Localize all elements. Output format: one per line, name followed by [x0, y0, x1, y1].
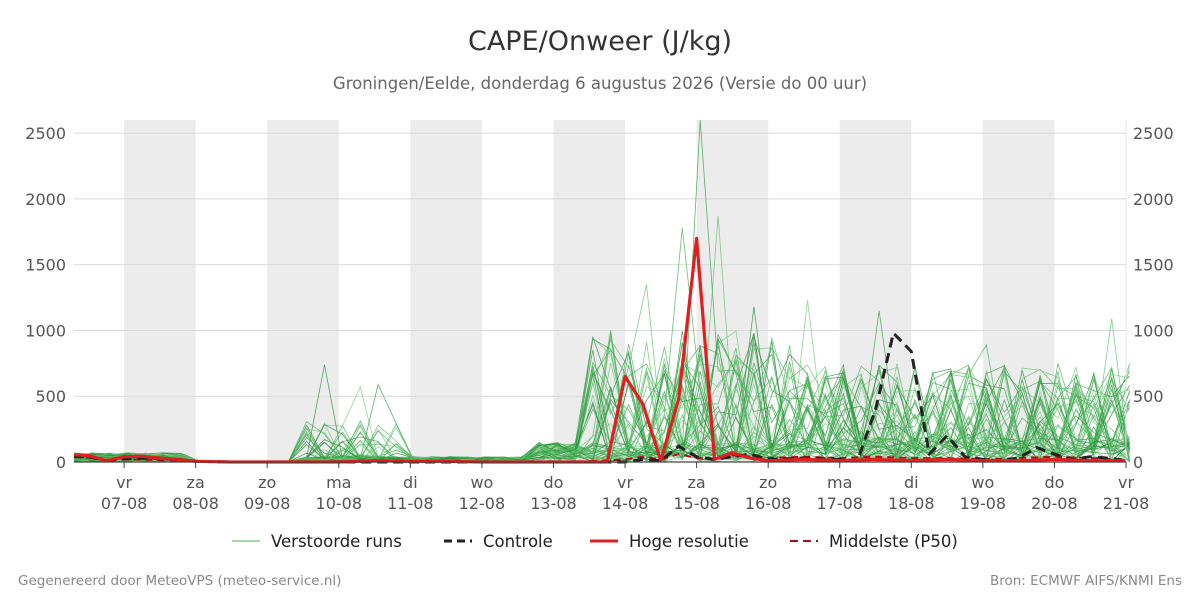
x-tick-date: 07-08 [101, 494, 148, 513]
x-tick-weekday: wo [971, 473, 994, 492]
y-tick-label-right: 2500 [1133, 124, 1174, 143]
x-tick-date: 18-08 [888, 494, 935, 513]
x-tick-date: 14-08 [602, 494, 649, 513]
x-tick-date: 10-08 [316, 494, 363, 513]
x-tick-weekday: do [544, 473, 564, 492]
x-tick-date: 08-08 [172, 494, 219, 513]
x-tick-weekday: zo [759, 473, 777, 492]
x-tick-weekday: di [904, 473, 919, 492]
y-tick-label-right: 500 [1133, 387, 1164, 406]
y-tick-label-left: 1000 [25, 321, 66, 340]
legend-label: Verstoorde runs [271, 532, 402, 551]
chart-subtitle: Groningen/Eelde, donderdag 6 augustus 20… [333, 74, 867, 93]
weekend-bands [124, 120, 1055, 462]
x-tick-weekday: za [688, 473, 706, 492]
y-tick-label-right: 1500 [1133, 256, 1174, 275]
weekend-band [124, 120, 196, 462]
y-tick-label-left: 1500 [25, 256, 66, 275]
x-tick-date: 11-08 [387, 494, 434, 513]
x-tick-weekday: wo [470, 473, 493, 492]
x-tick-date: 09-08 [244, 494, 291, 513]
weekend-band [410, 120, 482, 462]
x-tick-weekday: ma [827, 473, 852, 492]
x-tick-date: 15-08 [673, 494, 720, 513]
x-tick-date: 19-08 [960, 494, 1007, 513]
legend-label: Controle [483, 532, 553, 551]
legend-label: Middelste (P50) [829, 532, 958, 551]
chart-title: CAPE/Onweer (J/kg) [468, 26, 732, 57]
legend: Verstoorde runs Controle Hoge resolutie Mid… [232, 532, 958, 551]
x-tick-date: 12-08 [459, 494, 506, 513]
y-tick-label-left: 0 [56, 453, 66, 472]
x-tick-weekday: vr [116, 473, 132, 492]
footer-generated-by: Gegenereerd door MeteoVPS (meteo-service… [18, 573, 341, 589]
y-tick-label-left: 500 [35, 387, 66, 406]
x-tick-weekday: do [1044, 473, 1064, 492]
y-tick-label-left: 2500 [25, 124, 66, 143]
x-tick-date: 17-08 [816, 494, 863, 513]
axes: 0 0 500 500 1000 1000 1500 1500 2000 2000 2500 2500… [25, 120, 1174, 513]
x-tick-weekday: za [187, 473, 205, 492]
x-tick-date: 20-08 [1031, 494, 1078, 513]
x-tick-weekday: ma [326, 473, 351, 492]
y-tick-label-right: 2000 [1133, 190, 1174, 209]
weekend-band [553, 120, 626, 462]
x-tick-weekday: di [403, 473, 418, 492]
x-tick-weekday: vr [617, 473, 633, 492]
x-tick-weekday: zo [258, 473, 276, 492]
x-tick-date: 21-08 [1103, 494, 1150, 513]
legend-label: Hoge resolutie [629, 532, 749, 551]
y-tick-label-right: 1000 [1133, 321, 1174, 340]
x-tick-weekday: vr [1118, 473, 1134, 492]
weekend-band [267, 120, 339, 462]
footer-source: Bron: ECMWF AIFS/KNMI Ens [990, 573, 1182, 589]
y-tick-label-left: 2000 [25, 190, 66, 209]
y-tick-label-right: 0 [1133, 453, 1143, 472]
x-tick-date: 13-08 [530, 494, 577, 513]
x-tick-date: 16-08 [745, 494, 792, 513]
